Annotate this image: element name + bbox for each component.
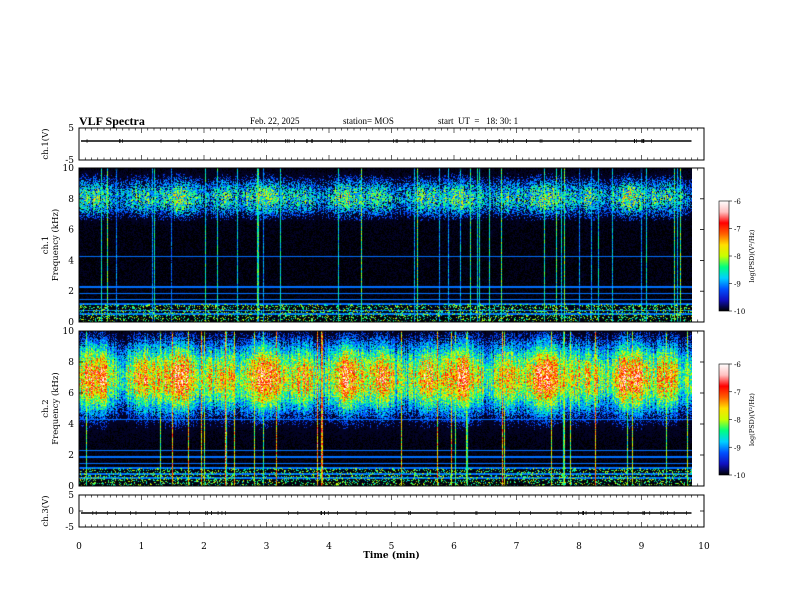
panel-2: -6 -7 -8 -9 -10 log(PSD)(V²/Hz) xyxy=(78,167,756,323)
y-tick-label: 10 xyxy=(63,327,75,337)
y-axis-1: 5 -5 ch.1(V) xyxy=(40,124,704,166)
colorbar-tick-label: -9 xyxy=(734,444,741,452)
colorbar-label: log(PSD)(V²/Hz) xyxy=(748,393,756,446)
y-axis-label: ch.2 xyxy=(41,399,51,417)
y-tick-label: 0 xyxy=(68,482,74,492)
colorbar-tick-label: -6 xyxy=(734,198,741,206)
x-axis: 0 1 2 3 4 5 6 7 8 9 10 Time (min) xyxy=(76,542,710,561)
y-tick-label: 4 xyxy=(68,420,74,430)
y-tick-label: 0 xyxy=(68,318,74,328)
x-ticks xyxy=(78,168,705,322)
y-tick-label: 6 xyxy=(68,226,74,236)
x-tick-label: 2 xyxy=(201,542,207,552)
y-axis-2: 10 8 6 4 2 0 ch.1 Frequency (kHz) xyxy=(41,164,704,328)
x-tick-label: 1 xyxy=(139,542,145,552)
x-ticks xyxy=(78,495,705,527)
x-tick-label: 7 xyxy=(514,542,520,552)
x-tick-label: 8 xyxy=(576,542,582,552)
colorbar-tick-label: -7 xyxy=(734,226,741,234)
y-axis-label: ch.3(V) xyxy=(40,495,51,526)
start-ut-label: start UT = 18: 30: 1 xyxy=(438,116,519,126)
chart-title: VLF Spectra xyxy=(79,114,145,128)
colorbar-tick-label: -10 xyxy=(734,308,745,316)
panel-3: -6 -7 -8 -9 -10 log(PSD)(V²/Hz) xyxy=(78,330,756,487)
y-tick-label: 5 xyxy=(68,491,74,501)
spectrogram-image xyxy=(79,331,692,486)
x-tick-label: 10 xyxy=(698,542,710,552)
colorbar-tick-label: -7 xyxy=(734,389,741,397)
station-label: station= MOS xyxy=(343,116,394,126)
x-ticks xyxy=(78,128,705,160)
x-tick-label: 9 xyxy=(639,542,645,552)
colorbar-tick-label: -8 xyxy=(734,417,741,425)
x-axis-label: Time (min) xyxy=(363,550,420,561)
x-ticks xyxy=(78,331,705,486)
y-tick-label: 2 xyxy=(68,451,74,461)
y-tick-label: 6 xyxy=(68,389,74,399)
colorbar-label: log(PSD)(V²/Hz) xyxy=(748,229,756,282)
y-tick-label: 5 xyxy=(68,124,74,134)
date-label: Feb. 22, 2025 xyxy=(250,116,300,126)
y-tick-label: 2 xyxy=(68,287,74,297)
x-tick-label: 0 xyxy=(76,542,82,552)
colorbar-tick-label: -8 xyxy=(734,253,741,261)
y-tick-label: 8 xyxy=(68,195,74,205)
spectrogram-image xyxy=(79,168,692,322)
y-axis-label: Frequency (kHz) xyxy=(50,209,61,281)
y-axis-label: ch.1 xyxy=(41,236,51,254)
x-tick-label: 6 xyxy=(451,542,457,552)
y-tick-label: 8 xyxy=(68,358,74,368)
y-axis-label: Frequency (kHz) xyxy=(50,372,61,444)
y-tick-label: -5 xyxy=(65,156,74,166)
y-tick-label: -5 xyxy=(65,523,74,533)
x-tick-label: 3 xyxy=(264,542,270,552)
y-axis-label: ch.1(V) xyxy=(40,128,51,159)
x-tick-label: 4 xyxy=(326,542,332,552)
colorbar-tick-label: -9 xyxy=(734,281,741,289)
y-tick-label: 10 xyxy=(63,164,75,174)
y-axis-4: 5 0 -5 ch.3(V) xyxy=(40,491,704,533)
colorbar xyxy=(718,200,730,312)
colorbar xyxy=(718,363,730,476)
colorbar-tick-label: -10 xyxy=(734,472,745,480)
y-tick-label: 0 xyxy=(68,507,74,517)
y-axis-3: 10 8 6 4 2 0 ch.2 Frequency (kHz) xyxy=(41,327,704,492)
y-tick-label: 4 xyxy=(68,256,74,266)
colorbar-tick-label: -6 xyxy=(734,361,741,369)
x-tick-label: 5 xyxy=(389,542,395,552)
